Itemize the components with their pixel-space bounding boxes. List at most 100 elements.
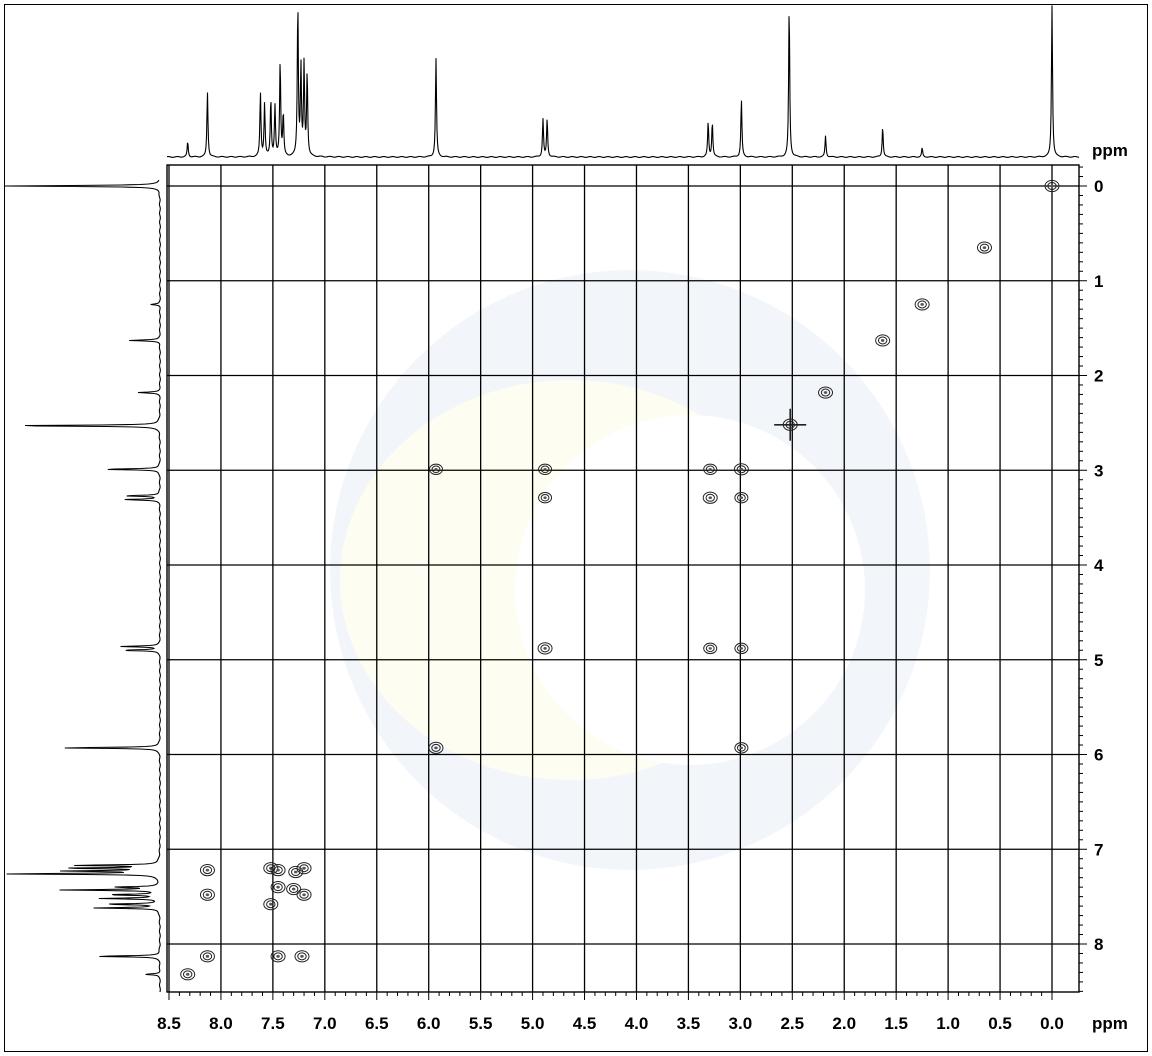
y-tick-label: 6 (1094, 746, 1103, 765)
cross-peak-contour (299, 890, 309, 899)
cross-peak-core (1050, 184, 1054, 188)
cross-peak (734, 742, 749, 754)
cross-peak-contour (537, 642, 553, 655)
y-tick-label: 7 (1094, 840, 1103, 859)
cross-peak-contour (199, 863, 215, 877)
x-axis-unit-label: ppm (1092, 1014, 1128, 1033)
cross-peak-core (739, 746, 744, 750)
x-tick-label: 4.5 (573, 1014, 597, 1033)
cross-peak-contour (917, 300, 927, 309)
cross-peak (286, 882, 302, 896)
cross-peak-core (276, 954, 280, 958)
x-tick-label: 4.0 (625, 1014, 649, 1033)
top-projection-spectrum (166, 5, 1080, 158)
x-tick-label: 6.0 (417, 1014, 441, 1033)
cross-peak (263, 862, 279, 875)
cross-peak-core (739, 647, 744, 650)
cross-peak-contour (736, 644, 746, 653)
cross-peak-contour (705, 465, 715, 474)
x-tick-label: 7.0 (313, 1014, 337, 1033)
y-tick-label: 5 (1094, 651, 1103, 670)
cross-peak-contour (733, 463, 749, 476)
figure-frame (4, 4, 1148, 1052)
y-tick-label: 2 (1094, 367, 1103, 386)
cross-peak-contour (1047, 182, 1057, 190)
cross-peak-contour (703, 463, 718, 476)
y-axis: ppm 0 1 2 3 4 5 6 7 8 (1079, 141, 1128, 992)
cross-peak-contour (270, 950, 286, 963)
cross-peak-core (302, 893, 306, 897)
cross-peak-contour (979, 243, 990, 252)
x-tick-label: 1.0 (936, 1014, 960, 1033)
cross-peak-core (269, 902, 273, 906)
x-tick-label: 5.0 (521, 1014, 545, 1033)
cross-peak-contour (705, 644, 715, 653)
cross-peak (818, 386, 834, 399)
cross-peak-contour (263, 898, 279, 911)
cross-peak (199, 950, 215, 963)
cross-peak (702, 491, 718, 504)
cross-peak-contour (270, 881, 286, 894)
cross-peak-core (543, 646, 547, 650)
cross-peak (734, 492, 749, 504)
cross-peak (180, 968, 196, 981)
cross-peak (734, 642, 749, 655)
cross-peak-core (205, 868, 210, 872)
cross-peak-contour (703, 642, 718, 655)
cross-peak-core (205, 893, 210, 897)
cross-peak-contour (736, 744, 746, 752)
cross-peak-contour (734, 742, 749, 754)
cross-peak-contour (540, 465, 550, 474)
cross-peak-core (434, 746, 438, 750)
cross-peak-contour (702, 491, 718, 504)
cross-peak-core (293, 870, 298, 874)
cross-peak-contour (273, 883, 283, 892)
cross-peak (199, 863, 215, 877)
cross-peak-core (543, 496, 547, 500)
x-tick-label: 8.5 (157, 1014, 181, 1033)
cross-peak-core (708, 468, 712, 471)
cross-peak-contour (266, 900, 276, 909)
cross-peak (296, 862, 312, 875)
cross-peak-contour (294, 950, 310, 963)
cross-peaks (180, 179, 1060, 981)
cross-peak (976, 241, 992, 254)
cross-peak (288, 865, 304, 879)
cross-peak (538, 463, 553, 476)
cross-peak-contour (734, 642, 749, 655)
cross-peak-contour (180, 968, 196, 981)
cross-peak-core (880, 339, 885, 342)
x-tick-label: 3.5 (677, 1014, 701, 1033)
cross-peak-contour (736, 493, 746, 502)
cross-peak-core (185, 972, 190, 976)
cross-peak-contour (273, 866, 283, 875)
cross-peak-contour (734, 492, 749, 504)
cross-peak (703, 463, 718, 476)
cross-peak (537, 642, 553, 655)
cross-peak-contour (291, 867, 301, 876)
x-axis: ppm 8.5 8.0 7.5 7.0 6.5 6.0 5.5 5.0 4.5 4.0 3.5 3.0… (157, 992, 1128, 1033)
cross-peak-core (708, 647, 712, 650)
y-axis-unit-label: ppm (1092, 141, 1128, 160)
x-tick-label: 2.5 (780, 1014, 804, 1033)
cross-peak (199, 888, 215, 901)
cross-peak (296, 888, 312, 901)
cross-peak-core (739, 467, 744, 471)
cross-peak-core (291, 887, 296, 891)
x-tick-label: 3.0 (729, 1014, 753, 1033)
cross-peak-core (302, 866, 306, 870)
cross-peak-core (708, 496, 712, 500)
cross-peak-contour (428, 741, 444, 754)
plot-border (166, 164, 1080, 993)
cross-peak-contour (202, 866, 213, 875)
left-projection-trace (4, 179, 161, 993)
y-tick-label: 8 (1094, 935, 1103, 954)
cross-peak (914, 298, 930, 311)
cross-peak-contour (540, 644, 550, 653)
cross-peak (703, 642, 718, 655)
cross-peak-core (300, 954, 304, 958)
cross-peak-contour (297, 952, 307, 961)
cross-peak (538, 492, 553, 504)
cross-peak-contour (1044, 179, 1060, 193)
cross-peak (263, 898, 279, 911)
